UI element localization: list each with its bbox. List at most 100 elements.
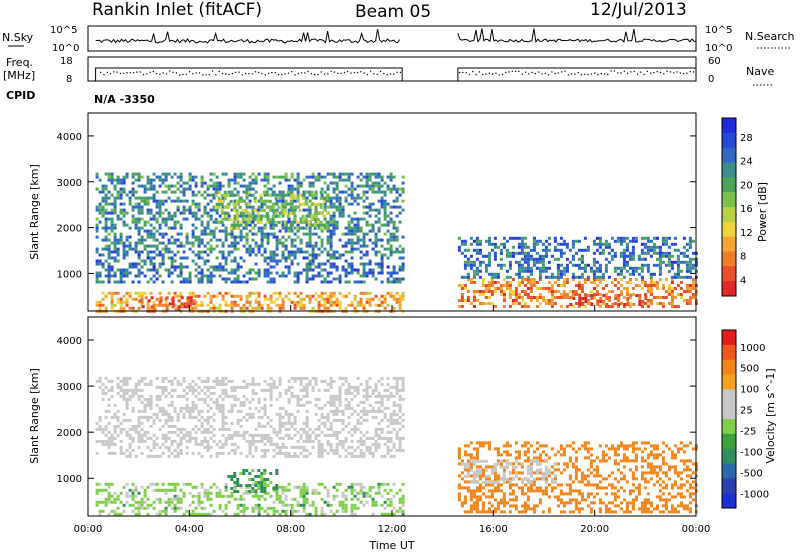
heatmap-cell	[182, 208, 186, 212]
heatmap-cell	[257, 424, 261, 428]
heatmap-cell	[188, 172, 192, 176]
heatmap-cell	[215, 451, 219, 455]
heatmap-cell	[281, 406, 285, 410]
heatmap-cell	[107, 268, 111, 272]
heatmap-cell	[122, 208, 126, 212]
heatmap-cell	[350, 202, 354, 206]
heatmap-cell	[116, 512, 120, 516]
heatmap-cell	[271, 208, 275, 212]
heatmap-cell	[209, 208, 213, 212]
heatmap-cell	[98, 303, 102, 307]
heatmap-cell	[487, 272, 491, 276]
heatmap-cell	[329, 217, 333, 221]
heatmap-cell	[296, 181, 300, 185]
heatmap-cell	[277, 214, 281, 218]
heatmap-cell	[667, 236, 671, 240]
heatmap-cell	[173, 238, 177, 242]
heatmap-cell	[371, 229, 375, 233]
heatmap-cell	[149, 394, 153, 398]
heatmap-cell	[634, 236, 638, 240]
heatmap-cell	[673, 296, 677, 299]
heatmap-cell	[389, 503, 393, 507]
heatmap-cell	[635, 294, 639, 297]
heatmap-cell	[155, 297, 159, 301]
heatmap-cell	[155, 205, 159, 209]
heatmap-cell	[119, 421, 123, 425]
heatmap-cell	[113, 303, 117, 307]
heatmap-cell	[607, 296, 611, 299]
heatmap-cell	[631, 293, 635, 296]
velocity-heatmap	[95, 376, 698, 516]
heatmap-cell	[350, 229, 354, 233]
heatmap-cell	[661, 305, 665, 308]
heatmap-cell	[220, 220, 224, 224]
heatmap-cell	[280, 190, 284, 194]
heatmap-cell	[161, 412, 165, 416]
heatmap-cell	[140, 451, 144, 455]
heatmap-cell	[652, 296, 656, 299]
heatmap-cell	[287, 388, 291, 392]
heatmap-cell	[194, 306, 198, 310]
heatmap-cell	[377, 482, 381, 486]
heatmap-cell	[679, 260, 683, 264]
heatmap-cell	[374, 175, 378, 179]
heatmap-cell	[362, 503, 366, 507]
heatmap-cell	[673, 305, 677, 308]
heatmap-cell	[398, 280, 402, 284]
heatmap-cell	[332, 303, 336, 307]
heatmap-cell	[356, 385, 360, 389]
heatmap-cell	[377, 442, 381, 446]
heatmap-cell	[649, 248, 653, 252]
heatmap-cell	[347, 187, 351, 191]
heatmap-cell	[262, 199, 266, 203]
heatmap-cell	[203, 418, 207, 422]
heatmap-cell	[529, 266, 533, 270]
heatmap-cell	[218, 494, 222, 498]
heatmap-cell	[137, 178, 141, 182]
heatmap-cell	[547, 242, 551, 246]
heatmap-cell	[215, 211, 219, 215]
heatmap-cell	[532, 260, 536, 264]
heatmap-cell	[374, 503, 378, 507]
nave-dot	[182, 73, 184, 76]
heatmap-cell	[368, 268, 372, 272]
heatmap-cell	[239, 497, 243, 501]
heatmap-cell	[523, 302, 527, 305]
heatmap-cell	[484, 302, 488, 305]
nave-dot	[561, 71, 563, 73]
heatmap-cell	[209, 172, 213, 176]
heatmap-cell	[323, 448, 327, 452]
heatmap-cell	[586, 299, 590, 302]
heatmap-cell	[371, 181, 375, 185]
heatmap-cell	[203, 491, 207, 495]
heatmap-cell	[562, 269, 566, 273]
heatmap-cell	[296, 193, 300, 197]
heatmap-cell	[161, 388, 165, 392]
heatmap-cell	[221, 223, 225, 227]
heatmap-cell	[251, 247, 255, 251]
heatmap-cell	[200, 250, 204, 254]
nave-dot	[149, 71, 151, 74]
heatmap-cell	[173, 172, 177, 176]
heatmap-cell	[685, 266, 689, 270]
heatmap-cell	[221, 217, 225, 221]
heatmap-cell	[167, 211, 171, 215]
heatmap-cell	[305, 280, 309, 284]
heatmap-cell	[194, 388, 198, 392]
heatmap-cell	[235, 214, 239, 218]
heatmap-cell	[550, 272, 554, 276]
heatmap-cell	[529, 254, 533, 258]
heatmap-cell	[332, 400, 336, 404]
heatmap-cell	[502, 299, 506, 302]
heatmap-cell	[493, 242, 497, 246]
heatmap-cell	[161, 482, 165, 486]
heatmap-cell	[295, 196, 299, 200]
heatmap-cell	[392, 226, 396, 230]
heatmap-cell	[577, 281, 581, 284]
nave-dot	[613, 70, 616, 72]
heatmap-cell	[329, 172, 333, 176]
heatmap-cell	[125, 250, 129, 254]
heatmap-cell	[568, 260, 572, 264]
heatmap-cell	[284, 274, 288, 278]
colorbar-swatch	[722, 132, 736, 149]
